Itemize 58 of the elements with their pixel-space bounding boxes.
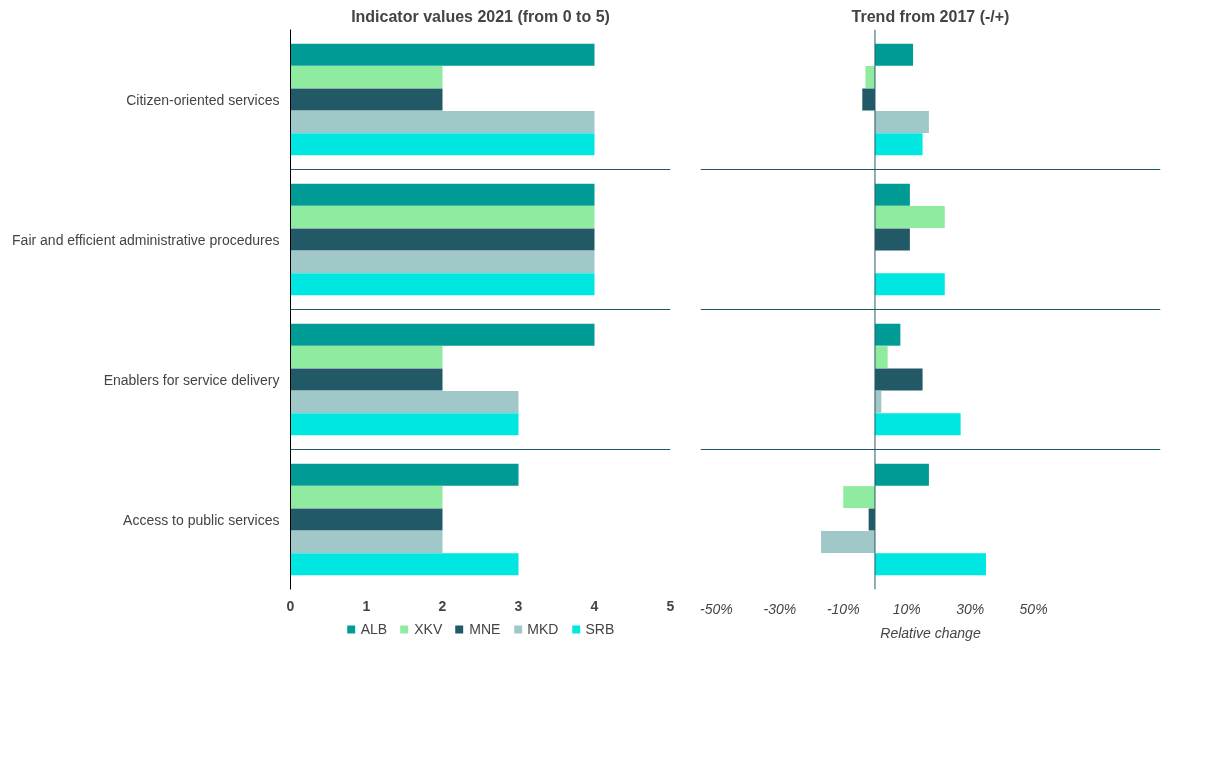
bar — [290, 273, 595, 296]
bar — [290, 508, 443, 531]
bar — [874, 43, 914, 66]
bar — [874, 206, 945, 229]
x-tick-label: 30% — [956, 600, 985, 617]
bar — [290, 390, 519, 413]
bar — [290, 206, 595, 229]
x-tick-label: 4 — [590, 597, 599, 614]
bar — [874, 553, 987, 576]
bar — [290, 228, 595, 251]
x-axis-title: Relative change — [880, 624, 981, 641]
bar — [874, 413, 961, 436]
bar — [290, 183, 595, 206]
bar — [290, 553, 519, 576]
bar — [874, 273, 945, 296]
bar — [290, 66, 443, 89]
chart-title: Trend from 2017 (-/+) — [851, 7, 1010, 25]
bar — [290, 346, 443, 369]
chart-title: Indicator values 2021 (from 0 to 5) — [351, 7, 610, 25]
legend-label: ALB — [360, 621, 388, 637]
bar — [874, 183, 910, 206]
bar — [874, 323, 901, 346]
bar — [874, 346, 888, 369]
bar — [874, 463, 929, 486]
y-tick-label: Citizen-oriented services — [126, 91, 280, 108]
bar — [865, 66, 875, 89]
bar — [290, 133, 595, 156]
bar — [290, 530, 443, 553]
bar — [874, 110, 929, 133]
x-tick-label: -30% — [763, 600, 797, 617]
y-tick-label: Access to public services — [123, 511, 280, 528]
legend-label: SRB — [585, 621, 615, 637]
legend-label: MKD — [527, 621, 559, 637]
x-tick-label: 0 — [286, 597, 295, 614]
bar — [874, 133, 923, 156]
x-tick-label: 50% — [1019, 600, 1048, 617]
x-tick-label: 1 — [362, 597, 371, 614]
bar — [290, 413, 519, 436]
bar — [821, 530, 875, 553]
x-tick-label: 2 — [438, 597, 447, 614]
bar — [290, 463, 519, 486]
bar — [290, 486, 443, 509]
x-tick-label: -50% — [700, 600, 733, 617]
bar — [290, 110, 595, 133]
bar — [290, 323, 595, 346]
y-tick-label: Fair and efficient administrative procedures — [12, 231, 280, 248]
x-tick-label: -10% — [826, 600, 860, 617]
bar — [843, 486, 875, 509]
x-tick-label: 3 — [514, 597, 523, 614]
bar — [290, 368, 443, 391]
x-tick-label: 5 — [666, 597, 675, 614]
legend-label: MNE — [469, 621, 501, 637]
legend-label: XKV — [414, 621, 443, 637]
bar — [290, 88, 443, 111]
y-tick-label: Enablers for service delivery — [103, 371, 280, 388]
bar — [290, 250, 595, 273]
bar — [290, 43, 595, 66]
x-tick-label: 10% — [892, 600, 921, 617]
